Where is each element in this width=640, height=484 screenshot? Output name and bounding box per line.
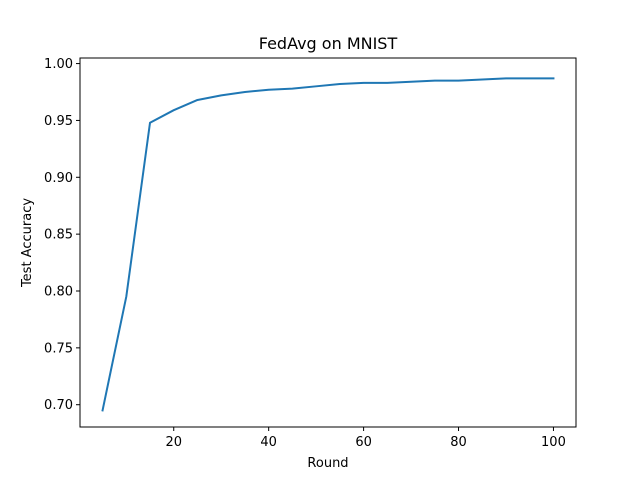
y-tick-label: 0.95 [44,114,73,129]
x-tick-label: 100 [541,435,566,450]
y-tick-label: 0.75 [44,341,73,356]
x-axis-label: Round [307,456,348,471]
x-tick-label: 40 [260,435,277,450]
x-tick-label: 20 [165,435,182,450]
x-tick-label: 80 [450,435,467,450]
x-tick-label: 60 [355,435,372,450]
y-tick-label: 1.00 [44,57,73,72]
y-axis-label: Test Accuracy [20,198,35,288]
y-tick-label: 0.85 [44,228,73,243]
y-tick-label: 0.90 [44,171,73,186]
y-tick-label: 0.80 [44,284,73,299]
y-tick-label: 0.70 [44,398,73,413]
chart-title: FedAvg on MNIST [259,34,398,53]
